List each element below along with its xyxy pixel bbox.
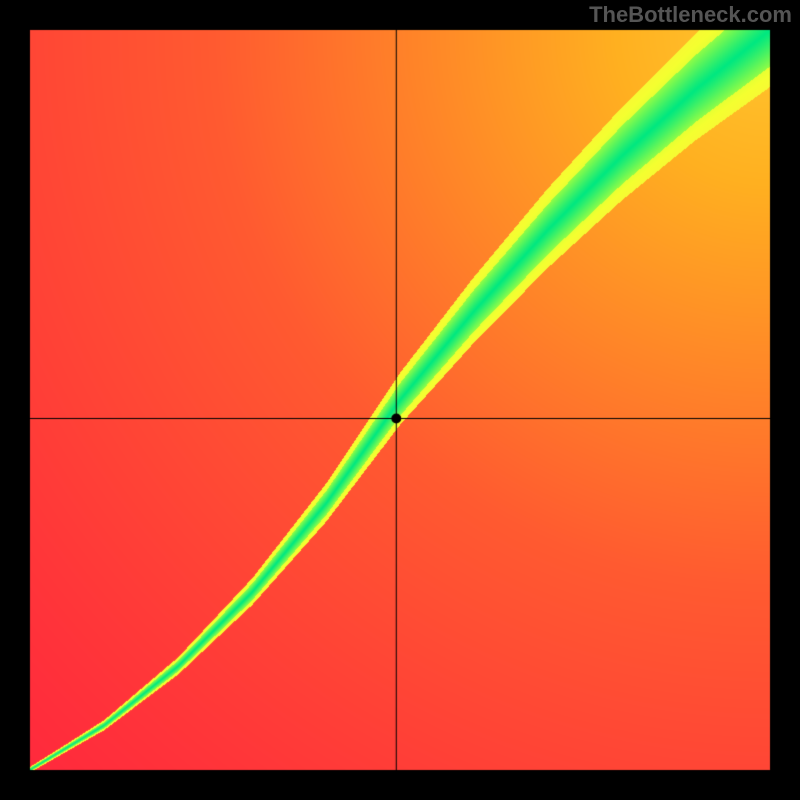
watermark-text: TheBottleneck.com — [589, 2, 792, 28]
chart-container: TheBottleneck.com — [0, 0, 800, 800]
heatmap-canvas — [0, 0, 800, 800]
